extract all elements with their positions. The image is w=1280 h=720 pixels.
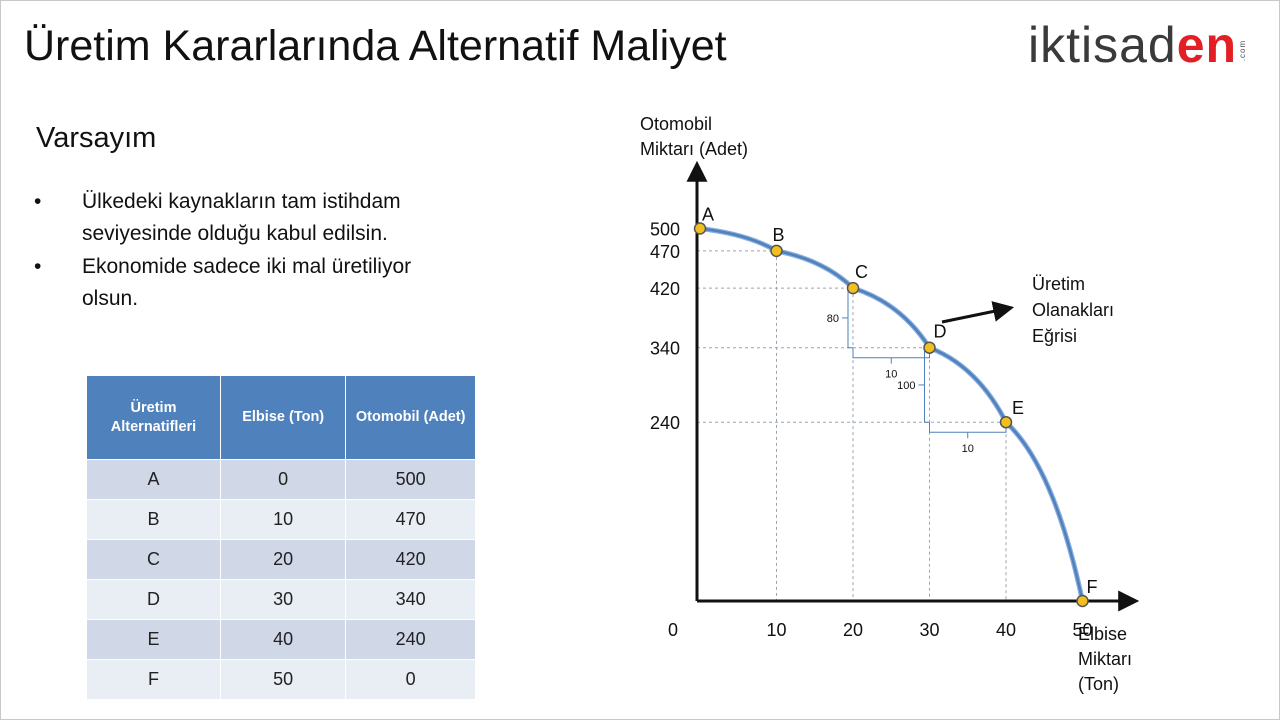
annotation-bracket	[847, 287, 853, 349]
assumption-item: Ülkedeki kaynakların tam istihdam seviye…	[30, 186, 450, 250]
table-cell: A	[86, 459, 221, 500]
point-label: C	[855, 262, 868, 282]
ppf-point-f	[1076, 594, 1089, 608]
annotation-label: 80	[827, 313, 839, 325]
annotation-label: 10	[962, 443, 974, 455]
x-tick-label: 20	[843, 620, 863, 640]
x-axis-label: Miktarı	[1078, 649, 1132, 669]
origin-label: 0	[668, 620, 678, 640]
table-cell: 40	[219, 619, 347, 660]
table-header-row: Üretim Alternatifleri Elbise (Ton) Otomo…	[86, 375, 476, 460]
table-cell: 470	[345, 499, 476, 540]
logo-accent-text: en	[1176, 17, 1238, 73]
table-cell: 0	[219, 459, 347, 500]
y-tick-label: 420	[650, 279, 680, 299]
ppf-point-e	[999, 415, 1013, 429]
y-tick-label: 500	[650, 220, 680, 240]
table-cell: E	[86, 619, 221, 660]
table-row: D 30 340	[86, 579, 476, 620]
table-cell: 340	[345, 579, 476, 620]
y-tick-label: 470	[650, 242, 680, 262]
table-cell: 20	[219, 539, 347, 580]
point-label: A	[702, 205, 714, 225]
assumption-item: Ekonomide sadece iki mal üretiliyor olsu…	[30, 251, 450, 315]
curve-label: Eğrisi	[1032, 326, 1077, 346]
ppf-point-b	[770, 244, 783, 258]
y-tick-label: 340	[650, 339, 680, 359]
point-label: F	[1087, 577, 1098, 597]
ppf-point-d	[923, 341, 936, 354]
x-axis-label: (Ton)	[1078, 674, 1119, 694]
point-label: D	[934, 322, 947, 342]
table-cell: 50	[219, 659, 347, 700]
header-otomobil: Otomobil (Adet)	[345, 375, 476, 460]
x-tick-label: 30	[919, 620, 939, 640]
header-elbise: Elbise (Ton)	[219, 375, 347, 460]
table-cell: 10	[219, 499, 347, 540]
annotation-label: 10	[885, 369, 897, 381]
assumption-heading: Varsayım	[36, 122, 157, 154]
table-cell: 30	[219, 579, 347, 620]
logo-main-text: iktisad	[1028, 17, 1177, 73]
x-axis-label: Elbise	[1078, 624, 1127, 644]
table-cell: B	[86, 499, 221, 540]
table-row: B 10 470	[86, 499, 476, 540]
table-row: A 0 500	[86, 459, 476, 500]
y-axis-label: Miktarı (Adet)	[640, 139, 748, 159]
table-cell: F	[86, 659, 221, 700]
curve-label: Üretim	[1032, 274, 1085, 294]
table-cell: C	[86, 539, 221, 580]
x-tick-label: 40	[996, 620, 1016, 640]
ppf-point-c	[846, 281, 860, 295]
annotation-bracket	[929, 422, 1007, 433]
ppf-curve-glow	[699, 226, 1085, 602]
x-tick-label: 10	[766, 620, 786, 640]
assumption-list: Ülkedeki kaynakların tam istihdam seviye…	[30, 186, 450, 316]
point-label: B	[773, 225, 785, 245]
table-row: F 50 0	[86, 659, 476, 700]
annotation-label: 100	[897, 380, 915, 392]
annotation-bracket	[924, 347, 930, 423]
table-cell: 420	[345, 539, 476, 580]
table-cell: 0	[345, 659, 476, 700]
point-label: E	[1012, 398, 1024, 418]
ppf-curve	[699, 227, 1084, 602]
y-axis-label: Otomobil	[640, 114, 712, 134]
curve-label: Olanakları	[1032, 300, 1114, 320]
table-cell: 500	[345, 459, 476, 500]
ppf-point-a	[693, 222, 707, 235]
brand-logo: iktisaden .com	[1028, 16, 1247, 74]
slide-title: Üretim Kararlarında Alternatif Maliyet	[24, 22, 727, 70]
curve-label-arrow	[941, 301, 1015, 324]
annotation-bracket	[852, 347, 930, 359]
y-tick-label: 240	[650, 413, 680, 433]
production-alternatives-table: Üretim Alternatifleri Elbise (Ton) Otomo…	[86, 375, 476, 700]
x-tick-label: 50	[1072, 620, 1092, 640]
table-row: C 20 420	[86, 539, 476, 580]
